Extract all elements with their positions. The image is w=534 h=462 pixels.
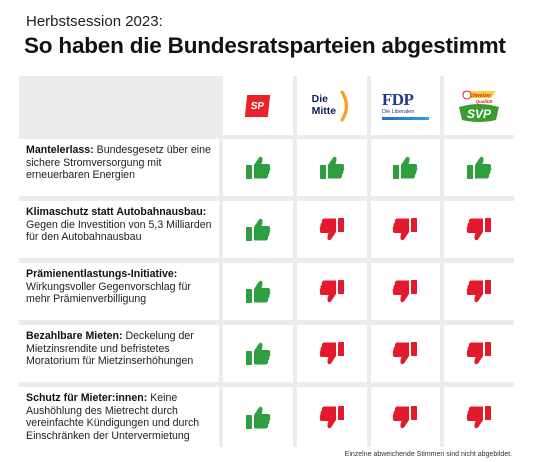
mitte-logo-line1: Die [311,92,328,105]
sp-logo: SP [245,94,271,117]
thumbs-down-icon [319,341,345,366]
thumbs-up-icon [245,341,271,366]
row-description: Bundesgesetz über eine sichere Stromvers… [26,144,211,182]
footnote: Einzelne abweichende Stimmen sind nicht … [344,451,512,458]
vote-row: Mantelerlass: Bundesgesetz über eine sic… [19,139,514,196]
thumbs-up-icon [319,155,345,180]
row-description: Deckelung der Mietzinsrendite und befris… [26,330,194,368]
vote-cell-mitte [296,263,367,320]
row-title: Mantelerlass: [26,144,94,156]
vote-row: Schutz für Mieter:innen: Keine Aushöhlun… [19,387,514,447]
fdp-logo-bar [381,116,429,120]
headline: So haben die Bundesratsparteien abgestim… [24,33,506,58]
vote-cell-sp [223,325,293,382]
row-title: Klimaschutz statt Autobahnausbau: [26,206,207,218]
vote-cell-sp [223,387,293,447]
kicker: Herbstsession 2023: [26,13,163,30]
vote-cell-mitte [296,387,367,447]
vote-row: Bezahlbare Mieten: Deckelung der Mietzin… [19,325,514,382]
vote-cell-svp [444,387,514,447]
vote-cell-fdp [370,139,441,196]
thumbs-down-icon [319,217,345,242]
thumbs-down-icon [392,279,418,304]
row-title: Bezahlbare Mieten: [26,330,123,342]
vote-cell-mitte [296,201,367,258]
vote-cell-fdp [370,263,441,320]
vote-cell-mitte [296,325,367,382]
svg-text:Qualität: Qualität [476,99,493,104]
vote-cell-mitte [296,139,367,196]
fdp-logo-subtitle: Die Liberalen [381,108,415,115]
party-header-svp: Schweizer Qualität SVP [444,76,514,135]
row-label: Bezahlbare Mieten: Deckelung der Mietzin… [19,325,219,382]
mitte-logo-text: Die Mitte [312,93,337,117]
party-header-mitte: Die Mitte [296,76,367,135]
thumbs-up-icon [245,217,271,242]
vote-cell-sp [223,201,293,258]
row-title: Prämienentlastungs-Initiative: [26,268,178,280]
thumbs-down-icon [466,217,492,242]
thumbs-down-icon [319,279,345,304]
row-label: Prämienentlastungs-Initiative: Wirkungsv… [19,263,219,320]
row-label: Mantelerlass: Bundesgesetz über eine sic… [19,139,219,196]
party-header-sp: SP [223,76,293,135]
vote-cell-svp [444,139,514,196]
svg-text:Schweizer: Schweizer [467,93,493,99]
vote-cell-svp [444,325,514,382]
mitte-logo: Die Mitte [308,89,356,123]
fdp-logo: FDP Die Liberalen [381,89,429,120]
vote-row: Prämienentlastungs-Initiative: Wirkungsv… [19,263,514,320]
mitte-arc-icon [340,89,348,122]
thumbs-down-icon [392,341,418,366]
thumbs-down-icon [466,405,492,430]
fdp-logo-text: FDP [381,89,414,109]
row-description: Wirkungsvoller Gegenvorschlag für mehr P… [26,280,191,306]
mitte-logo-line2: Mitte [311,104,337,117]
thumbs-down-icon [392,405,418,430]
vote-table: SP Die Mitte FDP Die Liberalen [19,76,514,447]
thumbs-down-icon [466,341,492,366]
party-header-fdp: FDP Die Liberalen [370,76,441,135]
row-description: Keine Aushöhlung des Mietrecht durch ver… [26,392,200,442]
vote-cell-sp [223,263,293,320]
vote-cell-svp [444,201,514,258]
thumbs-up-icon [245,279,271,304]
row-label: Schutz für Mieter:innen: Keine Aushöhlun… [19,387,219,447]
thumbs-down-icon [466,279,492,304]
sp-logo-text: SP [250,100,266,111]
svp-logo-icon: Schweizer Qualität SVP [459,90,500,122]
vote-cell-fdp [370,201,441,258]
row-label: Klimaschutz statt Autobahnausbau: Gegen … [19,201,219,258]
thumbs-down-icon [392,217,418,242]
thumbs-down-icon [319,405,345,430]
thumbs-up-icon [392,155,418,180]
row-title: Schutz für Mieter:innen: [26,392,148,404]
vote-cell-svp [444,263,514,320]
row-description: Gegen die Investition von 5,3 Milliarden… [26,218,212,244]
svg-text:SVP: SVP [467,107,492,121]
thumbs-up-icon [466,155,492,180]
vote-cell-fdp [370,325,441,382]
vote-cell-fdp [370,387,441,447]
thumbs-up-icon [245,405,271,430]
vote-cell-sp [223,139,293,196]
party-logo-row: SP Die Mitte FDP Die Liberalen [223,76,514,135]
vote-row: Klimaschutz statt Autobahnausbau: Gegen … [19,201,514,258]
thumbs-up-icon [245,155,271,180]
